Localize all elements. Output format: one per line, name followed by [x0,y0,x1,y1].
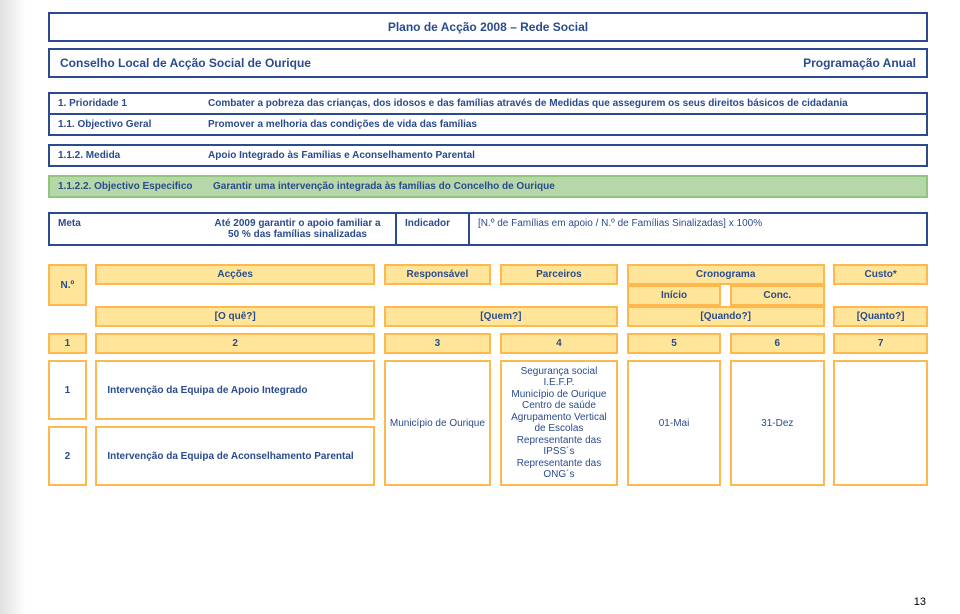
meta-box: Meta Até 2009 garantir o apoio familiar … [48,212,928,246]
measure-label: 1.1.2. Medida [50,146,200,165]
meta-label: Meta [50,214,200,244]
th-inicio: Início [627,285,722,306]
row2-accao: Intervenção da Equipa de Aconselhamento … [95,426,375,486]
indicator-value: [N.º de Famílias em apoio / N.º de Famíl… [470,214,926,244]
numrow-5: 5 [627,333,722,354]
general-objective-box: 1.1. Objectivo Geral Promover a melhoria… [48,115,928,136]
th-quanto: [Quanto?] [833,306,928,327]
specific-objective-value: Garantir uma intervenção integrada às fa… [205,177,926,196]
numrow-3: 3 [384,333,492,354]
shared-inicio: 01-Mai [627,360,722,486]
th-conc: Conc. [730,285,825,306]
table-row: 1 Intervenção da Equipa de Apoio Integra… [48,360,928,420]
plan-title: Plano de Acção 2008 – Rede Social [50,14,926,40]
numrow-6: 6 [730,333,825,354]
th-n: N.º [48,264,87,306]
shared-custo [833,360,928,486]
plan-title-box: Plano de Acção 2008 – Rede Social [48,12,928,42]
subtitle-right: Programação Anual [803,56,916,70]
specific-objective-label: 1.1.2.2. Objectivo Especifico [50,177,205,196]
th-parceiros: Parceiros [500,264,618,285]
row2-n: 2 [48,426,87,486]
numrow-1: 1 [48,333,87,354]
measure-value: Apoio Integrado às Famílias e Aconselham… [200,146,926,165]
numrow-2: 2 [95,333,375,354]
th-custo: Custo* [833,264,928,285]
th-accoes: Acções [95,264,375,285]
numrow-4: 4 [500,333,618,354]
actions-table: N.º Acções Responsável Parceiros Cronogr… [48,264,928,486]
row1-accao: Intervenção da Equipa de Apoio Integrado [95,360,375,420]
th-quando: [Quando?] [627,306,825,327]
indicator-label: Indicador [395,214,470,244]
th-responsavel: Responsável [384,264,492,285]
row1-n: 1 [48,360,87,420]
numrow-7: 7 [833,333,928,354]
priority-value: Combater a pobreza das crianças, dos ido… [200,94,926,113]
th-oque: [O quê?] [95,306,375,327]
measure-box: 1.1.2. Medida Apoio Integrado às Família… [48,144,928,167]
page-number: 13 [914,596,926,608]
meta-value: Até 2009 garantir o apoio familiar a 50 … [200,214,395,244]
priority-box: 1. Prioridade 1 Combater a pobreza das c… [48,92,928,115]
general-objective-label: 1.1. Objectivo Geral [50,115,200,134]
th-quem: [Quem?] [384,306,619,327]
subtitle-left: Conselho Local de Acção Social de Ouriqu… [60,56,311,70]
th-cronograma: Cronograma [627,264,825,285]
shared-responsavel: Município de Ourique [384,360,492,486]
shared-conc: 31-Dez [730,360,825,486]
priority-label: 1. Prioridade 1 [50,94,200,113]
specific-objective-box: 1.1.2.2. Objectivo Especifico Garantir u… [48,175,928,198]
subtitle-box: Conselho Local de Acção Social de Ouriqu… [48,48,928,78]
shared-parceiros: Segurança social I.E.F.P. Município de O… [500,360,618,486]
general-objective-value: Promover a melhoria das condições de vid… [200,115,926,134]
